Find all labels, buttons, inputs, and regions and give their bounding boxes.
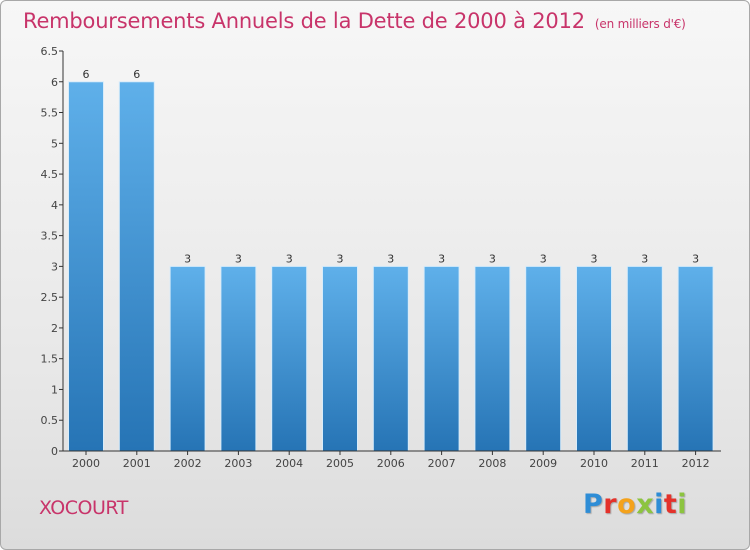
chart-title: Remboursements Annuels de la Dette de 20… <box>23 9 686 33</box>
y-tick-label: 3 <box>51 260 58 273</box>
y-axis: 0 0.5 1 1.5 2 2.5 3 3.5 4 4.5 5 5.5 6 6.5 <box>41 45 64 458</box>
bar-2008 <box>474 265 511 452</box>
logo-letter: i <box>677 489 688 520</box>
bars: 6 6 3 3 3 3 3 3 3 3 3 3 3 <box>68 68 714 452</box>
x-tick-label: 2001 <box>123 457 151 470</box>
x-tick-label: 2005 <box>326 457 354 470</box>
proxiti-logo: Proxiti <box>583 489 687 520</box>
bar-value-label: 6 <box>83 68 90 81</box>
y-tick-label: 1 <box>51 383 58 396</box>
bar-2012 <box>677 265 714 452</box>
x-tick-label: 2004 <box>275 457 303 470</box>
x-tick-label: 2008 <box>478 457 506 470</box>
bar-2003 <box>220 265 257 452</box>
bar-value-label: 6 <box>133 68 140 81</box>
x-tick-label: 2007 <box>428 457 456 470</box>
bar-2009 <box>525 265 562 452</box>
bar-value-label: 3 <box>489 252 496 265</box>
logo-letter: i <box>654 489 664 520</box>
logo-letter: o <box>617 489 637 520</box>
bar-2002 <box>169 265 206 452</box>
bar-2011 <box>626 265 663 452</box>
bar-value-label: 3 <box>235 252 242 265</box>
bar-value-label: 3 <box>286 252 293 265</box>
x-tick-label: 2003 <box>224 457 252 470</box>
x-tick-label: 2012 <box>682 457 710 470</box>
logo-letter: P <box>583 489 604 520</box>
chart-subtitle: (en milliers d'€) <box>594 17 686 31</box>
x-axis: 2000 2001 2002 2003 2004 2005 2006 2007 2008 2009… <box>63 450 721 470</box>
logo-letter: x <box>636 489 655 520</box>
commune-name: XOCOURT <box>39 497 128 519</box>
x-tick-label: 2009 <box>529 457 557 470</box>
bar-2001 <box>118 81 155 452</box>
chart-title-text: Remboursements Annuels de la Dette de 20… <box>23 9 585 33</box>
x-tick-label: 2002 <box>174 457 202 470</box>
y-tick-label: 0 <box>51 445 58 458</box>
bar-2000 <box>68 81 104 452</box>
bar-value-label: 3 <box>337 252 344 265</box>
y-tick-label: 2 <box>51 322 58 335</box>
y-tick-label: 0.5 <box>41 414 59 427</box>
x-tick-label: 2011 <box>631 457 659 470</box>
y-tick-label: 6 <box>51 76 58 89</box>
y-tick-label: 2.5 <box>41 291 59 304</box>
bar-value-label: 3 <box>184 252 191 265</box>
bar-value-label: 3 <box>540 252 547 265</box>
bar-2007 <box>423 265 460 452</box>
x-tick-label: 2000 <box>72 457 100 470</box>
y-tick-label: 5 <box>51 137 58 150</box>
y-tick-label: 6.5 <box>41 45 59 58</box>
y-tick-label: 3.5 <box>41 230 59 243</box>
bar-value-label: 3 <box>641 252 648 265</box>
bar-value-label: 3 <box>591 252 598 265</box>
logo-letter: t <box>663 489 678 520</box>
bar-value-label: 3 <box>387 252 394 265</box>
bar-2005 <box>322 265 358 452</box>
logo-letter: r <box>603 489 618 520</box>
y-tick-label: 4 <box>51 199 58 212</box>
y-tick-label: 5.5 <box>41 107 59 120</box>
y-tick-label: 1.5 <box>41 353 59 366</box>
x-tick-label: 2010 <box>580 457 608 470</box>
bar-2010 <box>576 265 612 452</box>
y-tick-label: 4.5 <box>41 168 59 181</box>
x-tick-label: 2006 <box>377 457 405 470</box>
bar-value-label: 3 <box>692 252 699 265</box>
bar-2004 <box>271 265 308 452</box>
bar-2006 <box>372 265 409 452</box>
bar-value-label: 3 <box>438 252 445 265</box>
